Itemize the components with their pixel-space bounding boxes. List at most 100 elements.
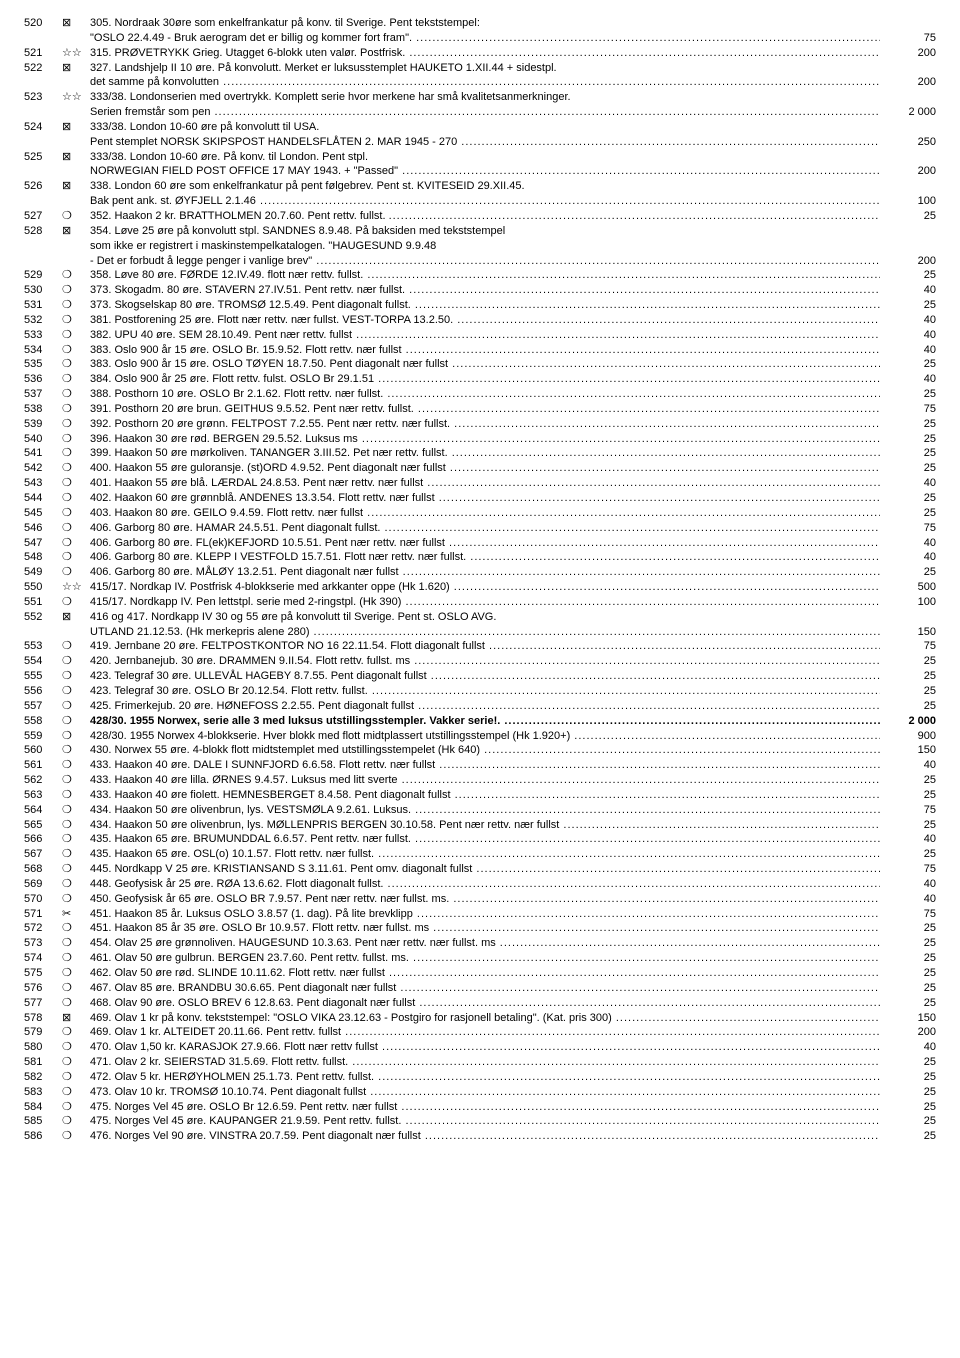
lot-symbol: ❍ bbox=[62, 1055, 90, 1070]
lot-price: 40 bbox=[880, 1040, 936, 1055]
lot-number: 541 bbox=[24, 446, 62, 461]
lot-row: 532❍381. Postforening 25 øre. Flott nær … bbox=[24, 313, 936, 328]
lot-description: 400. Haakon 55 øre guloransje. (st)ORD 4… bbox=[90, 461, 880, 476]
lot-symbol: ❍ bbox=[62, 506, 90, 521]
lot-price: 200 bbox=[880, 1025, 936, 1040]
lot-number: 585 bbox=[24, 1114, 62, 1129]
lot-number: 582 bbox=[24, 1070, 62, 1085]
lot-number: 560 bbox=[24, 743, 62, 758]
lot-row: 528⊠354. Løve 25 øre på konvolutt stpl. … bbox=[24, 224, 936, 239]
lot-number: 578 bbox=[24, 1011, 62, 1026]
lot-row: 575❍462. Olav 50 øre rød. SLINDE 10.11.6… bbox=[24, 966, 936, 981]
lot-row: 584❍475. Norges Vel 45 øre. OSLO Br 12.6… bbox=[24, 1100, 936, 1115]
lot-row: 547❍406. Garborg 80 øre. FL(ek)KEFJORD 1… bbox=[24, 536, 936, 551]
lot-number: 552 bbox=[24, 610, 62, 625]
lot-symbol: ❍ bbox=[62, 1025, 90, 1040]
lot-symbol: ☆☆ bbox=[62, 46, 90, 61]
lot-description: 415/17. Nordkapp IV. Pen lettstpl. serie… bbox=[90, 595, 880, 610]
lot-description: 358. Løve 80 øre. FØRDE 12.IV.49. flott … bbox=[90, 268, 880, 283]
lot-price: 2 000 bbox=[880, 714, 936, 729]
lot-row: 582❍472. Olav 5 kr. HERØYHOLMEN 25.1.73.… bbox=[24, 1070, 936, 1085]
lot-description: 419. Jernbane 20 øre. FELTPOSTKONTOR NO … bbox=[90, 639, 880, 654]
lot-number: 522 bbox=[24, 61, 62, 76]
lot-symbol: ❍ bbox=[62, 387, 90, 402]
lot-price: 200 bbox=[880, 46, 936, 61]
lot-description: 388. Posthorn 10 øre. OSLO Br 2.1.62. Fl… bbox=[90, 387, 880, 402]
lot-description: 333/38. London 10-60 øre. På konv. til L… bbox=[90, 150, 936, 165]
lot-number: 545 bbox=[24, 506, 62, 521]
lot-row: 531❍373. Skogselskap 80 øre. TROMSØ 12.5… bbox=[24, 298, 936, 313]
lot-row: 554❍420. Jernbanejub. 30 øre. DRAMMEN 9.… bbox=[24, 654, 936, 669]
lot-price: 40 bbox=[880, 372, 936, 387]
lot-description: 415/17. Nordkap IV. Postfrisk 4-blokkser… bbox=[90, 580, 880, 595]
lot-description: 461. Olav 50 øre gulbrun. BERGEN 23.7.60… bbox=[90, 951, 880, 966]
lot-continuation: Pent stemplet NORSK SKIPSPOST HANDELSFLÅ… bbox=[24, 135, 936, 150]
lot-symbol: ❍ bbox=[62, 298, 90, 313]
lot-symbol: ❍ bbox=[62, 491, 90, 506]
lot-continuation: NORWEGIAN FIELD POST OFFICE 17 MAY 1943.… bbox=[24, 164, 936, 179]
lot-number: 566 bbox=[24, 832, 62, 847]
lot-symbol: ❍ bbox=[62, 996, 90, 1011]
lot-row: 583❍473. Olav 10 kr. TROMSØ 10.10.74. Pe… bbox=[24, 1085, 936, 1100]
lot-symbol: ❍ bbox=[62, 832, 90, 847]
lot-row: 546❍406. Garborg 80 øre. HAMAR 24.5.51. … bbox=[24, 521, 936, 536]
lot-row: 574❍461. Olav 50 øre gulbrun. BERGEN 23.… bbox=[24, 951, 936, 966]
lot-row: 559❍428/30. 1955 Norwex 4-blokkserie. Hv… bbox=[24, 729, 936, 744]
lot-price: 40 bbox=[880, 877, 936, 892]
lot-price: 25 bbox=[880, 1055, 936, 1070]
lot-number: 559 bbox=[24, 729, 62, 744]
lot-price: 40 bbox=[880, 283, 936, 298]
lot-symbol: ❍ bbox=[62, 699, 90, 714]
lot-description: 471. Olav 2 kr. SEIERSTAD 31.5.69. Flott… bbox=[90, 1055, 880, 1070]
lot-row: 586❍476. Norges Vel 90 øre. VINSTRA 20.7… bbox=[24, 1129, 936, 1144]
lot-description: 475. Norges Vel 45 øre. KAUPANGER 21.9.5… bbox=[90, 1114, 880, 1129]
lot-price: 40 bbox=[880, 328, 936, 343]
lot-price: 25 bbox=[880, 565, 936, 580]
lot-number: 539 bbox=[24, 417, 62, 432]
lot-price: 900 bbox=[880, 729, 936, 744]
lot-description: 338. London 60 øre som enkelfrankatur på… bbox=[90, 179, 936, 194]
lot-price: 25 bbox=[880, 699, 936, 714]
lot-number: 537 bbox=[24, 387, 62, 402]
lot-row: 535❍383. Oslo 900 år 15 øre. OSLO TØYEN … bbox=[24, 357, 936, 372]
lot-number: 561 bbox=[24, 758, 62, 773]
lot-number: 530 bbox=[24, 283, 62, 298]
lot-description: 381. Postforening 25 øre. Flott nær rett… bbox=[90, 313, 880, 328]
lot-symbol: ❍ bbox=[62, 714, 90, 729]
lot-symbol: ❍ bbox=[62, 1085, 90, 1100]
lot-price: 25 bbox=[880, 669, 936, 684]
lot-symbol: ❍ bbox=[62, 981, 90, 996]
lot-number: 534 bbox=[24, 343, 62, 358]
lot-row: 561❍433. Haakon 40 øre. DALE I SUNNFJORD… bbox=[24, 758, 936, 773]
lot-continuation: som ikke er registrert i maskinstempelka… bbox=[24, 239, 936, 254]
lot-symbol: ❍ bbox=[62, 921, 90, 936]
lot-price: 75 bbox=[880, 521, 936, 536]
lot-description: 382. UPU 40 øre. SEM 28.10.49. Pent nær … bbox=[90, 328, 880, 343]
lot-price: 25 bbox=[880, 1085, 936, 1100]
lot-symbol: ❍ bbox=[62, 1070, 90, 1085]
lot-symbol: ❍ bbox=[62, 862, 90, 877]
lot-description: NORWEGIAN FIELD POST OFFICE 17 MAY 1943.… bbox=[90, 164, 880, 179]
lot-number: 548 bbox=[24, 550, 62, 565]
lot-description: 476. Norges Vel 90 øre. VINSTRA 20.7.59.… bbox=[90, 1129, 880, 1144]
lot-description: 428/30. 1955 Norwex, serie alle 3 med lu… bbox=[90, 714, 880, 729]
lot-symbol: ❍ bbox=[62, 773, 90, 788]
lot-row: 527❍352. Haakon 2 kr. BRATTHOLMEN 20.7.6… bbox=[24, 209, 936, 224]
lot-symbol: ❍ bbox=[62, 446, 90, 461]
lot-symbol: ❍ bbox=[62, 343, 90, 358]
lot-number: 574 bbox=[24, 951, 62, 966]
lot-symbol: ⊠ bbox=[62, 1011, 90, 1026]
lot-number: 573 bbox=[24, 936, 62, 951]
lot-description: 384. Oslo 900 år 25 øre. Flott rettv. fu… bbox=[90, 372, 880, 387]
lot-number: 562 bbox=[24, 773, 62, 788]
lot-symbol: ❍ bbox=[62, 788, 90, 803]
lot-number: 580 bbox=[24, 1040, 62, 1055]
lot-symbol: ❍ bbox=[62, 669, 90, 684]
lot-description: Pent stemplet NORSK SKIPSPOST HANDELSFLÅ… bbox=[90, 135, 880, 150]
lot-row: 562❍433. Haakon 40 øre lilla. ØRNES 9.4.… bbox=[24, 773, 936, 788]
lot-price: 25 bbox=[880, 684, 936, 699]
lot-number: 576 bbox=[24, 981, 62, 996]
lot-row: 541❍399. Haakon 50 øre mørkoliven. TANAN… bbox=[24, 446, 936, 461]
lot-number: 549 bbox=[24, 565, 62, 580]
lot-description: 403. Haakon 80 øre. GEILO 9.4.59. Flott … bbox=[90, 506, 880, 521]
